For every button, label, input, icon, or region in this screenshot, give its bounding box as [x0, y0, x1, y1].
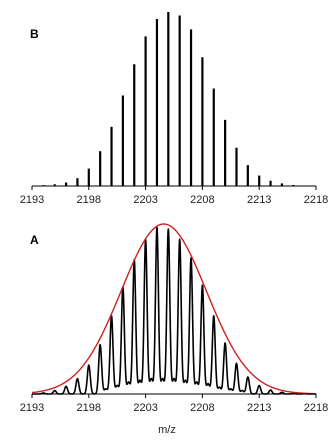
panel-a-spectrum-line	[31, 226, 317, 395]
panel-a-tick-label: 2208	[190, 402, 214, 414]
panel-a-envelope-curve	[31, 223, 317, 395]
panel-a-tick-label: 2198	[77, 402, 101, 414]
panel-b-tick-label: 2193	[20, 194, 44, 206]
panel-b-tick-label: 2218	[304, 194, 328, 206]
panel-b-tick-label: 2208	[190, 194, 214, 206]
panel-a-tick-label: 2213	[247, 402, 271, 414]
panel-b-tick-label: 2213	[247, 194, 271, 206]
panel-a-x-axis-title: m/z	[158, 424, 176, 436]
panel-a-label: A	[30, 233, 39, 247]
panel-b-bars	[42, 12, 306, 186]
panel-a-x-ticks: 2193 2198 2203 2208 2213 2218	[20, 394, 328, 414]
panel-b-label: B	[30, 27, 39, 41]
panel-b-x-ticks: 2193 2198 2203 2208 2213 2218	[20, 186, 328, 206]
panel-a-tick-label: 2218	[304, 402, 328, 414]
panel-a-tick-label: 2203	[133, 402, 157, 414]
panel-b-tick-label: 2198	[77, 194, 101, 206]
panel-b-tick-label: 2203	[133, 194, 157, 206]
panel-a-tick-label: 2193	[20, 402, 44, 414]
panel-b-chart: B 2193 2198 2203 2208 2213 2218	[20, 12, 328, 206]
panel-a-chart: A 2193 2198 2203 2208 2213 2218 m/z	[20, 223, 328, 436]
